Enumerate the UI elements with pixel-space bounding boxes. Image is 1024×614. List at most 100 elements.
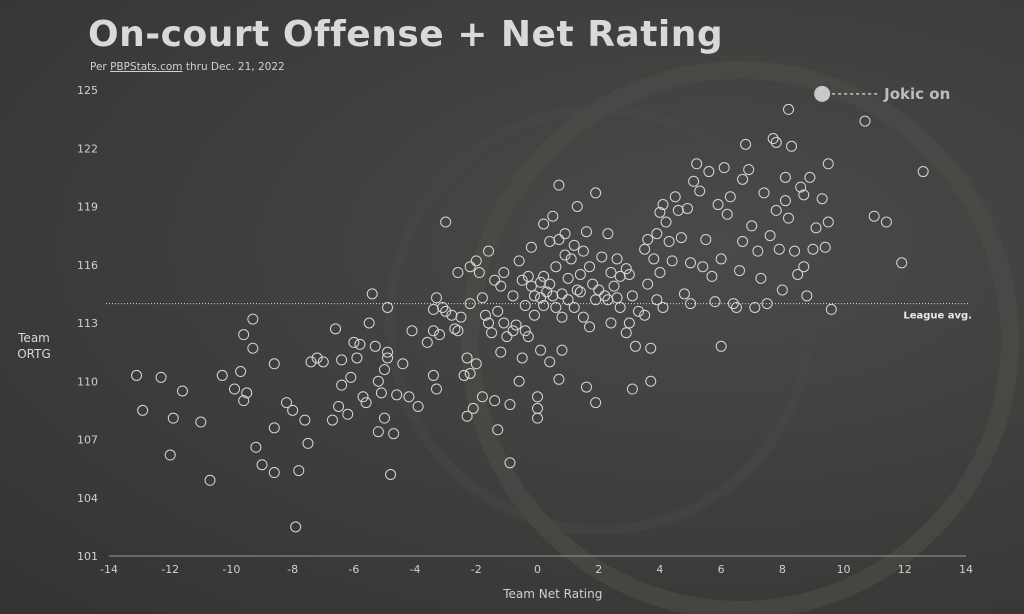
data-point [342, 408, 354, 420]
data-point [648, 253, 660, 265]
data-point [746, 220, 758, 232]
data-point [562, 294, 574, 306]
data-point [538, 300, 550, 312]
data-point [651, 294, 663, 306]
data-point [608, 280, 620, 292]
data-point [430, 292, 442, 304]
data-point [427, 325, 439, 337]
data-point [522, 270, 534, 282]
subtitle-source-link[interactable]: PBPStats.com [110, 61, 183, 73]
data-point [654, 206, 666, 218]
data-point [434, 329, 446, 341]
data-point [492, 305, 504, 317]
chart-title: On-court Offense + Net Rating [88, 14, 724, 55]
y-tick-label: 113 [77, 317, 98, 330]
data-point [574, 286, 586, 298]
data-point [773, 243, 785, 255]
data-point [706, 270, 718, 282]
data-point [675, 232, 687, 244]
x-tick-label: 14 [959, 563, 973, 576]
data-point [577, 311, 589, 323]
data-point [329, 323, 341, 335]
data-point [657, 301, 669, 313]
data-point [476, 292, 488, 304]
data-point [697, 261, 709, 273]
data-point [455, 311, 467, 323]
y-axis-label: Team ORTG [14, 330, 54, 362]
jokic-on-label: Jokic on [883, 85, 950, 103]
data-point [544, 278, 556, 290]
data-points [131, 103, 929, 533]
data-point [519, 300, 531, 312]
data-point [247, 313, 259, 325]
data-point [489, 274, 501, 286]
data-point [256, 459, 268, 471]
data-point [672, 204, 684, 216]
data-point [599, 290, 611, 302]
data-point [825, 303, 837, 315]
x-tick-label: -2 [471, 563, 482, 576]
data-point [660, 216, 672, 228]
data-point [302, 437, 314, 449]
data-point [550, 261, 562, 273]
x-tick-label: -6 [348, 563, 359, 576]
x-tick-label: -10 [222, 563, 240, 576]
data-point [724, 191, 736, 203]
data-point [798, 261, 810, 273]
data-point [626, 290, 638, 302]
data-point [737, 235, 749, 247]
data-point [715, 253, 727, 265]
data-point [553, 373, 565, 385]
subtitle-prefix: Per [90, 61, 111, 73]
data-point [375, 387, 387, 399]
data-point [786, 140, 798, 152]
data-point [507, 290, 519, 302]
data-point [385, 468, 397, 480]
data-point [605, 267, 617, 279]
data-point [896, 257, 908, 269]
data-point [519, 325, 531, 337]
x-tick-label: -4 [410, 563, 421, 576]
data-point [513, 255, 525, 267]
data-point [688, 175, 700, 187]
data-point [195, 416, 207, 428]
y-tick-label: 101 [77, 550, 98, 563]
data-point [666, 255, 678, 267]
data-point [317, 356, 329, 368]
data-point [406, 325, 418, 337]
y-tick-label: 122 [77, 142, 98, 155]
data-point [290, 521, 302, 533]
league-average-label: League avg. [903, 311, 972, 322]
data-point [498, 267, 510, 279]
data-point [501, 331, 513, 343]
data-point [235, 366, 247, 378]
data-point [580, 381, 592, 393]
data-point [464, 298, 476, 310]
x-tick-label: -8 [287, 563, 298, 576]
data-point [437, 301, 449, 313]
data-point [681, 202, 693, 214]
data-point [357, 391, 369, 403]
data-point [449, 323, 461, 335]
data-point [605, 317, 617, 329]
data-point [336, 354, 348, 366]
data-point [522, 331, 534, 343]
data-point [559, 228, 571, 240]
data-point [685, 257, 697, 269]
data-point [470, 255, 482, 267]
data-point [620, 327, 632, 339]
data-point [779, 195, 791, 207]
data-point [709, 296, 721, 308]
data-point [544, 356, 556, 368]
data-point [740, 138, 752, 150]
data-point [770, 204, 782, 216]
data-point [755, 272, 767, 284]
data-point [770, 136, 782, 148]
data-point [782, 212, 794, 224]
data-point [568, 239, 580, 251]
data-point [743, 164, 755, 176]
data-point [798, 189, 810, 201]
data-point [378, 412, 390, 424]
data-point [363, 317, 375, 329]
data-point [611, 253, 623, 265]
